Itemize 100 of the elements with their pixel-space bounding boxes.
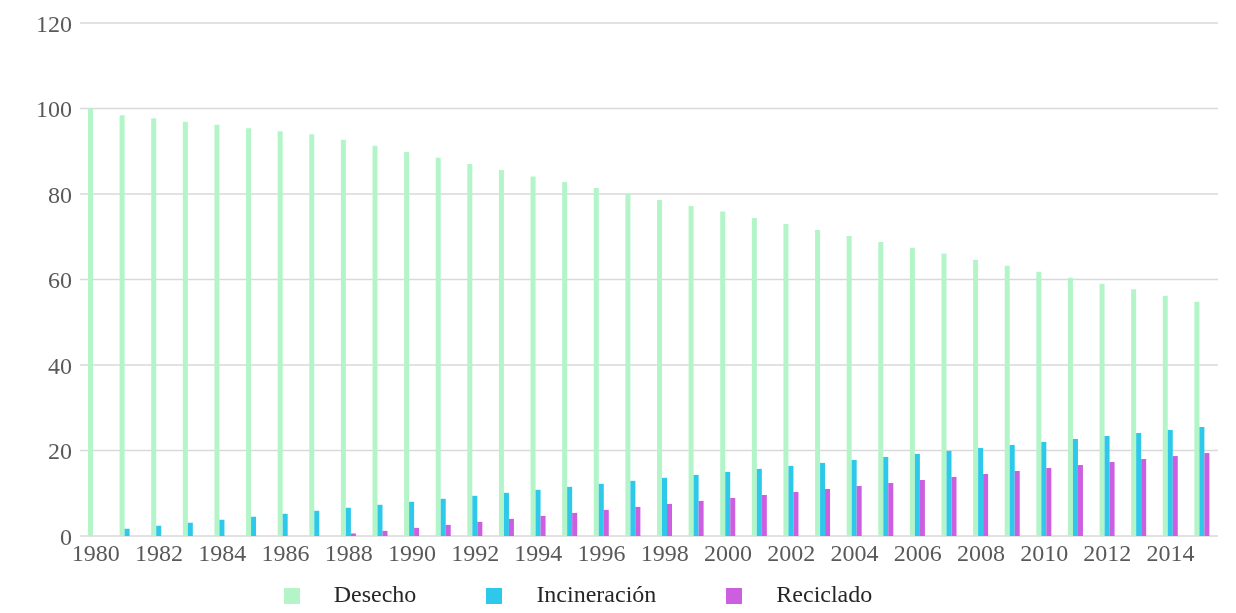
bar	[720, 211, 726, 536]
bar	[825, 488, 831, 536]
bar	[1004, 265, 1010, 536]
legend-label: Reciclado	[776, 581, 873, 607]
bar	[909, 247, 915, 536]
bar	[435, 157, 441, 536]
bar	[156, 525, 162, 536]
bar	[562, 182, 568, 536]
bar	[973, 259, 979, 536]
bar	[467, 164, 473, 536]
bar	[1009, 444, 1015, 536]
bar	[246, 128, 252, 536]
bar	[783, 223, 789, 536]
bar	[667, 503, 672, 536]
bar	[314, 510, 320, 536]
bar	[498, 170, 504, 536]
bar	[756, 468, 762, 536]
bar	[851, 459, 857, 536]
bar	[251, 516, 257, 536]
bar	[593, 188, 599, 536]
bar	[1172, 456, 1178, 536]
x-tick-label: 2014	[1146, 540, 1195, 567]
bar	[978, 447, 984, 536]
bar	[1036, 271, 1042, 536]
bar	[340, 139, 346, 536]
y-tick-label: 0	[60, 523, 72, 550]
bar	[1067, 277, 1073, 536]
bar	[688, 205, 694, 536]
bar	[698, 500, 704, 536]
y-tick-label: 60	[48, 267, 72, 294]
bar	[1194, 301, 1200, 536]
bar	[182, 121, 188, 536]
bar	[219, 519, 225, 536]
bar	[793, 491, 799, 536]
bar	[409, 501, 415, 536]
bar	[730, 497, 736, 536]
x-tick-label: 1990	[387, 540, 436, 567]
bar	[846, 235, 852, 536]
bar	[878, 241, 884, 536]
x-tick-label: 1996	[577, 540, 626, 567]
x-tick-label: 1998	[640, 540, 689, 567]
bar	[1136, 432, 1142, 536]
bar	[1204, 453, 1210, 536]
bar	[382, 530, 388, 536]
bar	[951, 477, 957, 536]
bar	[1077, 465, 1083, 536]
y-tick-label: 80	[48, 181, 72, 208]
bar	[151, 118, 157, 536]
x-tick-label: 1984	[198, 540, 247, 567]
y-tick-label: 120	[36, 10, 72, 37]
bar	[946, 450, 952, 536]
bar	[1167, 429, 1173, 536]
bar	[635, 506, 641, 536]
bar	[277, 131, 283, 536]
bar	[472, 495, 478, 536]
bar	[1199, 426, 1205, 536]
bar	[1162, 295, 1168, 536]
bar	[1141, 459, 1147, 536]
bar	[725, 471, 731, 536]
bar	[309, 134, 315, 536]
x-tick-label: 1994	[514, 540, 563, 567]
x-tick-label: 2006	[893, 540, 942, 567]
y-tick-label: 40	[48, 352, 72, 379]
legend-label: Incineración	[536, 581, 657, 607]
bar	[788, 465, 794, 536]
bar	[751, 217, 757, 536]
bar	[567, 486, 573, 536]
bar	[693, 474, 699, 536]
bar	[445, 524, 451, 536]
bar	[598, 483, 604, 536]
x-tick-label: 1980	[71, 540, 120, 567]
bar	[761, 494, 767, 536]
bar	[1041, 441, 1047, 536]
x-tick-label: 1982	[135, 540, 184, 567]
bar	[1099, 283, 1105, 536]
bar	[919, 480, 925, 536]
bar	[572, 512, 578, 536]
bar	[815, 229, 821, 536]
bar	[404, 152, 410, 536]
bar	[657, 199, 662, 536]
x-tick-label: 2008	[956, 540, 1005, 567]
bar	[820, 462, 826, 536]
bar	[345, 507, 351, 536]
bar	[540, 515, 546, 536]
legend-label: Desecho	[333, 581, 417, 607]
x-tick-label: 1988	[324, 540, 373, 567]
bar	[503, 492, 509, 536]
bar	[603, 509, 609, 536]
bar	[1131, 289, 1137, 536]
bar	[662, 477, 667, 536]
bar	[530, 176, 536, 536]
bar	[1014, 471, 1020, 536]
bar	[187, 522, 193, 536]
bar	[625, 194, 631, 536]
bar	[282, 513, 288, 536]
bar	[377, 504, 383, 536]
y-tick-label: 20	[48, 438, 72, 465]
bar	[119, 115, 125, 536]
bar	[1104, 435, 1110, 536]
bar	[414, 527, 420, 536]
